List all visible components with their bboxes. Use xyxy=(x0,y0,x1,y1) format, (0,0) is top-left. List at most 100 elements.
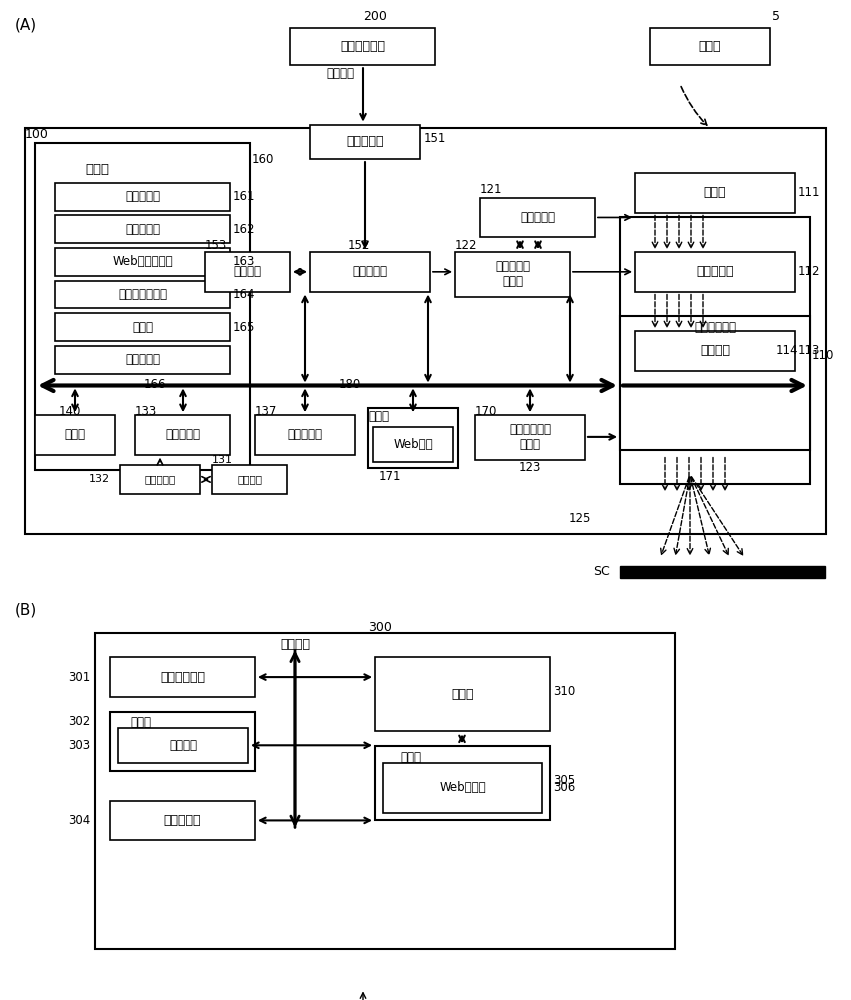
Bar xyxy=(635,331,795,371)
Text: 光调制装置
驱动部: 光调制装置 驱动部 xyxy=(495,260,530,288)
Text: 投射控制部: 投射控制部 xyxy=(125,190,160,203)
Bar xyxy=(255,415,355,455)
Text: 显示部: 显示部 xyxy=(130,716,151,729)
Text: 投射光学系统
驱动部: 投射光学系统 驱动部 xyxy=(509,423,551,451)
Text: 合成图像生成部: 合成图像生成部 xyxy=(118,288,167,301)
Bar xyxy=(55,346,230,374)
Text: 显示面板: 显示面板 xyxy=(169,739,197,752)
Text: 170: 170 xyxy=(475,405,497,418)
Bar xyxy=(620,316,810,450)
Text: 180: 180 xyxy=(339,378,361,391)
Text: 操作面板: 操作面板 xyxy=(237,474,262,484)
Bar xyxy=(55,183,230,211)
Bar xyxy=(35,415,115,455)
Text: 投射光学系统: 投射光学系统 xyxy=(694,321,736,334)
Text: 125: 125 xyxy=(568,512,591,525)
Text: 300: 300 xyxy=(368,621,392,634)
Bar xyxy=(135,415,230,455)
Bar xyxy=(650,28,770,65)
Text: 图像信号: 图像信号 xyxy=(326,67,354,80)
Text: 132: 132 xyxy=(89,474,110,484)
Text: 控制部: 控制部 xyxy=(451,688,474,701)
Text: 图像处理部: 图像处理部 xyxy=(352,265,387,278)
Bar xyxy=(25,128,826,534)
Text: 121: 121 xyxy=(480,183,502,196)
Bar xyxy=(373,427,453,462)
Text: (A): (A) xyxy=(15,18,37,33)
Text: 拍摄控制部: 拍摄控制部 xyxy=(125,223,160,236)
Bar xyxy=(290,28,435,65)
Text: 投射镜头: 投射镜头 xyxy=(700,344,730,357)
Text: 151: 151 xyxy=(424,132,447,145)
Bar xyxy=(475,415,585,460)
Text: 遥控受光部: 遥控受光部 xyxy=(145,474,175,484)
Text: 无线通信部: 无线通信部 xyxy=(288,428,323,441)
Bar xyxy=(310,252,430,292)
Bar xyxy=(205,252,290,292)
Text: 161: 161 xyxy=(233,190,255,203)
Bar xyxy=(310,125,420,159)
Text: 输入处理部: 输入处理部 xyxy=(165,428,200,441)
Text: 310: 310 xyxy=(553,685,575,698)
Bar xyxy=(120,465,200,494)
Bar xyxy=(55,215,230,243)
Text: 305: 305 xyxy=(553,774,575,787)
Bar xyxy=(383,763,542,813)
Text: Web浏览器: Web浏览器 xyxy=(439,781,486,794)
Bar xyxy=(455,252,570,297)
Text: 123: 123 xyxy=(519,461,541,474)
Text: 存储部: 存储部 xyxy=(400,751,421,764)
Text: 122: 122 xyxy=(455,239,477,252)
Text: 303: 303 xyxy=(68,739,90,752)
Text: 164: 164 xyxy=(233,288,255,301)
Text: 帧存储器: 帧存储器 xyxy=(233,265,261,278)
Text: 114: 114 xyxy=(775,344,798,357)
Text: 移动体通信部: 移动体通信部 xyxy=(160,671,205,684)
Text: 304: 304 xyxy=(68,814,90,827)
Text: (B): (B) xyxy=(15,603,37,618)
Bar xyxy=(55,248,230,276)
Text: 133: 133 xyxy=(135,405,157,418)
Text: Web服务执行部: Web服务执行部 xyxy=(112,255,173,268)
Bar xyxy=(368,408,458,468)
Bar xyxy=(110,657,255,697)
Text: 302: 302 xyxy=(68,715,90,728)
Text: 112: 112 xyxy=(798,265,820,278)
Text: 140: 140 xyxy=(59,405,81,418)
Text: Web服务: Web服务 xyxy=(393,438,433,451)
Text: 163: 163 xyxy=(233,255,255,268)
Bar xyxy=(55,313,230,341)
Text: 认证部: 认证部 xyxy=(132,321,153,334)
Text: 131: 131 xyxy=(212,455,233,465)
Text: 165: 165 xyxy=(233,321,255,334)
Text: 110: 110 xyxy=(812,349,834,362)
Bar xyxy=(635,252,795,292)
Text: 存储部: 存储部 xyxy=(368,410,389,423)
Text: 光调制装置: 光调制装置 xyxy=(696,265,734,278)
Bar xyxy=(110,801,255,840)
Text: 拍摄部: 拍摄部 xyxy=(65,428,85,441)
Text: 301: 301 xyxy=(68,671,90,684)
Text: 遥控器: 遥控器 xyxy=(699,40,722,53)
Text: 152: 152 xyxy=(348,239,370,252)
Text: 图像供给装置: 图像供给装置 xyxy=(340,40,385,53)
Text: 控制部: 控制部 xyxy=(85,163,109,176)
Text: 100: 100 xyxy=(25,128,49,141)
Text: SC: SC xyxy=(593,565,610,578)
Text: 111: 111 xyxy=(798,186,820,199)
Text: 会话管理部: 会话管理部 xyxy=(125,353,160,366)
Text: 171: 171 xyxy=(379,470,402,483)
Bar xyxy=(212,465,287,494)
Bar xyxy=(620,217,810,484)
Text: 162: 162 xyxy=(233,223,255,236)
Text: 306: 306 xyxy=(553,781,575,794)
Text: 153: 153 xyxy=(205,239,227,252)
Text: 166: 166 xyxy=(144,378,166,391)
Bar xyxy=(480,198,595,237)
Bar xyxy=(375,657,550,731)
Text: 操作输入部: 操作输入部 xyxy=(163,814,201,827)
Bar xyxy=(95,633,675,949)
Bar xyxy=(55,281,230,308)
Bar xyxy=(35,143,250,470)
Text: 光源驱动部: 光源驱动部 xyxy=(520,211,555,224)
